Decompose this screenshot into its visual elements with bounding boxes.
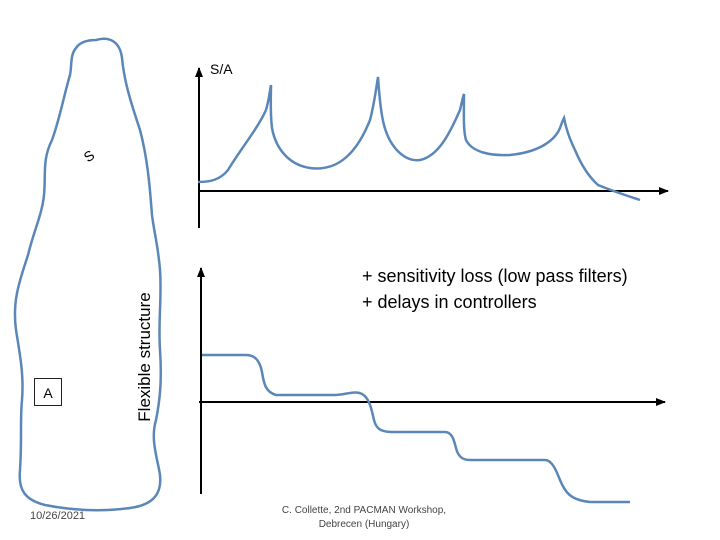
footer-date: 10/26/2021 [30,510,86,522]
note-controller-delays: + delays in controllers [362,292,537,312]
note-sensitivity-loss: + sensitivity loss (low pass filters) [362,266,628,286]
footer-credit: C. Collette, 2nd PACMAN Workshop, Debrec… [262,504,466,532]
step-response-curve [202,353,630,504]
structure-label: Flexible structure [135,292,154,422]
footer-credit-line-2: Debrecen (Hungary) [318,519,410,530]
flexible-structure-outline [13,37,163,512]
upper-axis-label: S/A [210,61,233,77]
sa-response-curve [197,76,641,202]
footer-credit-line-1: C. Collette, 2nd PACMAN Workshop, [281,505,447,516]
notes-box: + sensitivity loss (low pass filters) + … [362,263,628,315]
actuator-label: A [34,378,62,406]
